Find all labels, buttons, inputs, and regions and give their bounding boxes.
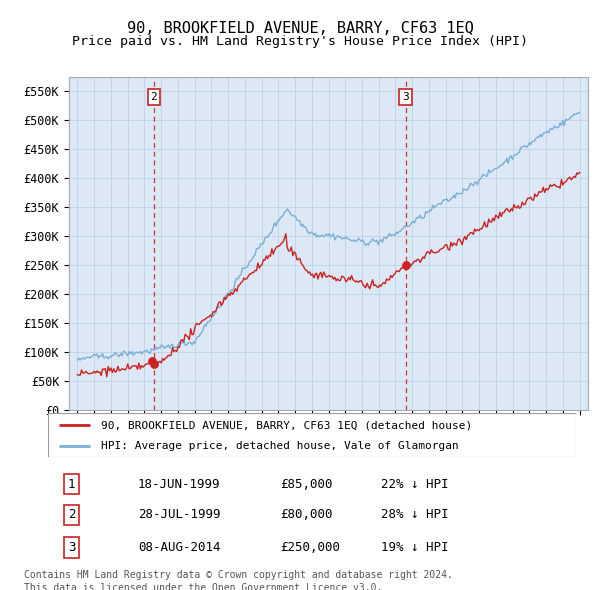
Text: 2: 2	[151, 92, 157, 102]
Text: 28% ↓ HPI: 28% ↓ HPI	[380, 508, 448, 522]
Text: HPI: Average price, detached house, Vale of Glamorgan: HPI: Average price, detached house, Vale…	[101, 441, 458, 451]
Text: 3: 3	[68, 541, 76, 554]
Text: 08-AUG-2014: 08-AUG-2014	[138, 541, 220, 554]
Text: 3: 3	[402, 92, 409, 102]
Text: 1: 1	[68, 478, 76, 491]
Text: 90, BROOKFIELD AVENUE, BARRY, CF63 1EQ: 90, BROOKFIELD AVENUE, BARRY, CF63 1EQ	[127, 21, 473, 35]
Text: £250,000: £250,000	[280, 541, 340, 554]
Text: 22% ↓ HPI: 22% ↓ HPI	[380, 478, 448, 491]
Point	[401, 260, 410, 270]
Point	[147, 356, 157, 365]
Text: Contains HM Land Registry data © Crown copyright and database right 2024.: Contains HM Land Registry data © Crown c…	[23, 570, 452, 580]
Text: 28-JUL-1999: 28-JUL-1999	[138, 508, 220, 522]
Text: Price paid vs. HM Land Registry's House Price Index (HPI): Price paid vs. HM Land Registry's House …	[72, 35, 528, 48]
Text: This data is licensed under the Open Government Licence v3.0.: This data is licensed under the Open Gov…	[23, 583, 382, 590]
Text: £80,000: £80,000	[280, 508, 333, 522]
Text: 19% ↓ HPI: 19% ↓ HPI	[380, 541, 448, 554]
Text: 90, BROOKFIELD AVENUE, BARRY, CF63 1EQ (detached house): 90, BROOKFIELD AVENUE, BARRY, CF63 1EQ (…	[101, 421, 472, 430]
Text: £85,000: £85,000	[280, 478, 333, 491]
FancyBboxPatch shape	[48, 413, 576, 457]
Text: 2: 2	[68, 508, 76, 522]
Text: 18-JUN-1999: 18-JUN-1999	[138, 478, 220, 491]
Point	[149, 359, 158, 368]
